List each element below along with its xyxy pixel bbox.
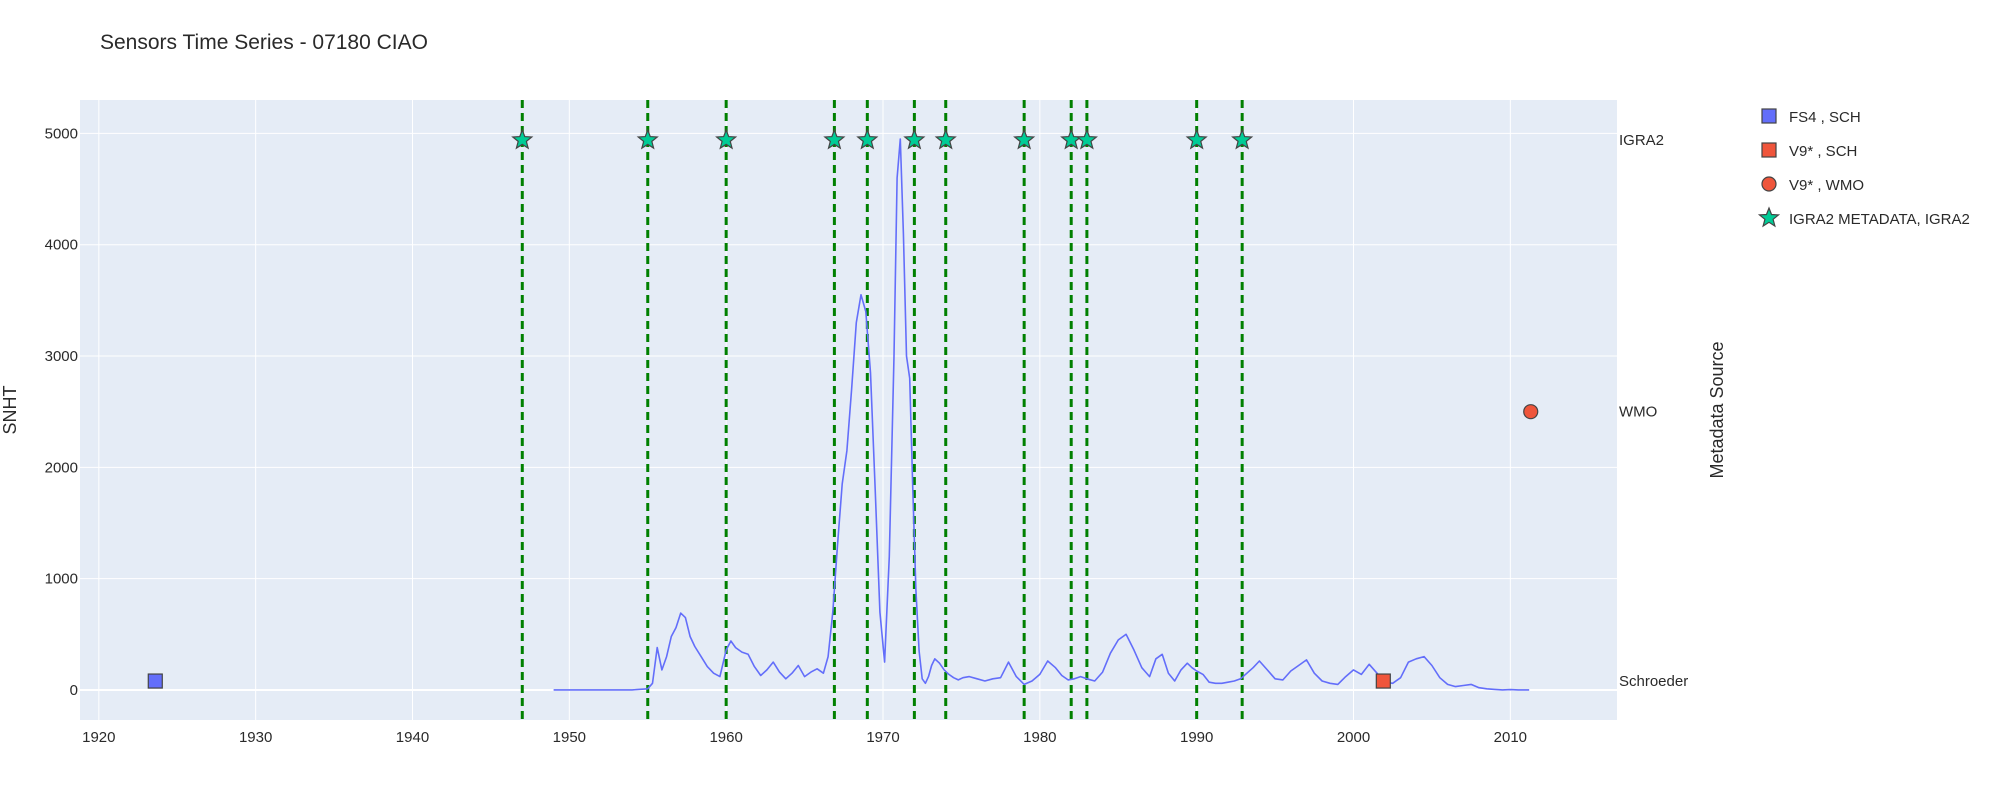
x-tick-label: 1940: [396, 729, 429, 746]
snht-series: [553, 138, 1530, 691]
igra2-star-marker: [511, 128, 534, 150]
igra2-star-marker: [1231, 128, 1254, 150]
legend-item[interactable]: FS4 , SCH: [1761, 108, 1861, 126]
x-tick-label: 2010: [1494, 729, 1527, 746]
y-tick-label: 5000: [45, 125, 78, 142]
legend-square-red-icon: [1761, 142, 1777, 158]
chart-title: Sensors Time Series - 07180 CIAO: [100, 31, 428, 54]
igra2-star-marker: [1013, 128, 1036, 150]
igra2-star-marker: [1075, 128, 1098, 150]
x-tick-label: 1960: [709, 729, 742, 746]
y2-axis-categories: Schroeder WMO IGRA2: [1619, 132, 1688, 690]
legend: FS4 , SCH V9* , SCH V9* , WMO IGRA2 META…: [1757, 108, 1970, 228]
legend-item[interactable]: V9* , SCH: [1761, 142, 1857, 160]
x-tick-label: 1930: [239, 729, 272, 746]
metadata-markers: [147, 128, 1539, 689]
legend-label: V9* , SCH: [1789, 143, 1857, 160]
y-axis-ticks: 0 1000 2000 3000 4000 5000: [45, 125, 78, 699]
y2-category-label: WMO: [1619, 404, 1657, 421]
igra2-star-marker: [715, 128, 738, 150]
igra2-star-marker: [1185, 128, 1208, 150]
v9-sch-marker: [1375, 673, 1391, 689]
y-tick-label: 1000: [45, 571, 78, 588]
igra2-star-marker: [856, 128, 879, 150]
v9-wmo-marker: [1523, 404, 1539, 420]
x-axis-ticks: 1920 1930 1940 1950 1960 1970 1980 1990 …: [82, 729, 1527, 746]
fs4-sch-marker: [147, 673, 163, 689]
igra2-star-marker: [903, 128, 926, 150]
x-tick-label: 1950: [553, 729, 586, 746]
x-tick-label: 1980: [1023, 729, 1056, 746]
legend-label: FS4 , SCH: [1789, 109, 1861, 126]
y-tick-label: 0: [70, 682, 78, 699]
igra2-star-marker: [636, 128, 659, 150]
legend-star-green-icon: [1757, 206, 1781, 228]
legend-label: IGRA2 METADATA, IGRA2: [1789, 211, 1970, 228]
legend-circle-red-icon: [1761, 176, 1777, 192]
x-tick-label: 1970: [866, 729, 899, 746]
x-tick-label: 2000: [1337, 729, 1370, 746]
igra2-star-marker: [823, 128, 846, 150]
igra2-star-marker: [934, 128, 957, 150]
legend-square-blue-icon: [1761, 108, 1777, 124]
snht-line: [553, 138, 1530, 691]
y-tick-label: 4000: [45, 237, 78, 254]
y-axis-title: SNHT: [0, 385, 20, 434]
y2-axis-title: Metadata Source: [1707, 341, 1727, 478]
grid-lines: [80, 100, 1617, 720]
plot-area: [80, 100, 1617, 720]
x-tick-label: 1990: [1180, 729, 1213, 746]
y-tick-label: 2000: [45, 459, 78, 476]
y2-category-label: Schroeder: [1619, 673, 1688, 690]
legend-label: V9* , WMO: [1789, 177, 1864, 194]
legend-item[interactable]: IGRA2 METADATA, IGRA2: [1757, 206, 1970, 228]
x-tick-label: 1920: [82, 729, 115, 746]
y2-category-label: IGRA2: [1619, 132, 1664, 149]
y-tick-label: 3000: [45, 348, 78, 365]
legend-item[interactable]: V9* , WMO: [1761, 176, 1864, 194]
